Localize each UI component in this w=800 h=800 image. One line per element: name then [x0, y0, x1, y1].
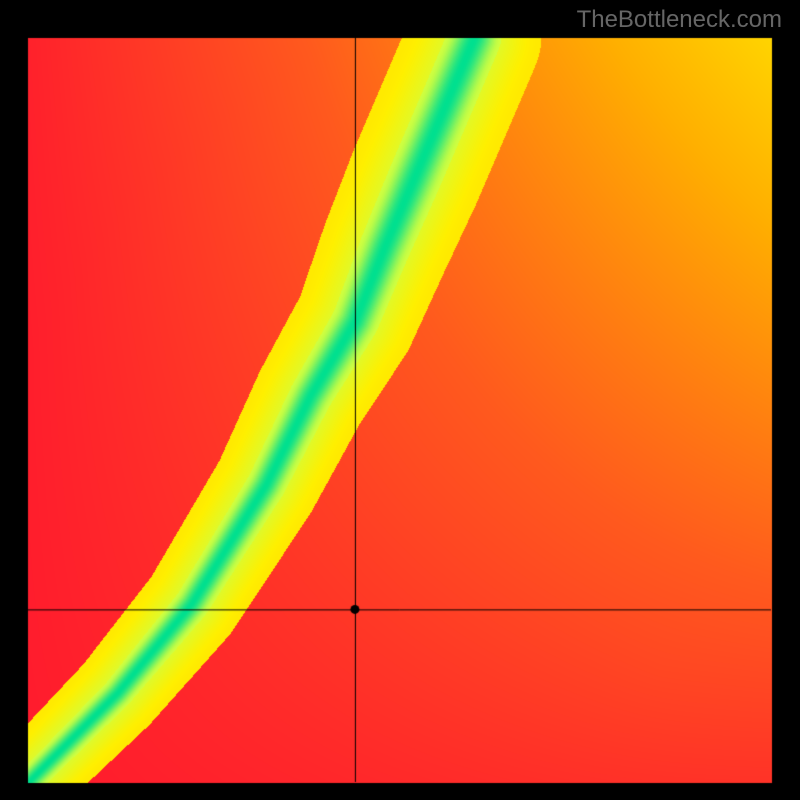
- heatmap-canvas: [0, 0, 800, 800]
- watermark-label: TheBottleneck.com: [577, 6, 782, 34]
